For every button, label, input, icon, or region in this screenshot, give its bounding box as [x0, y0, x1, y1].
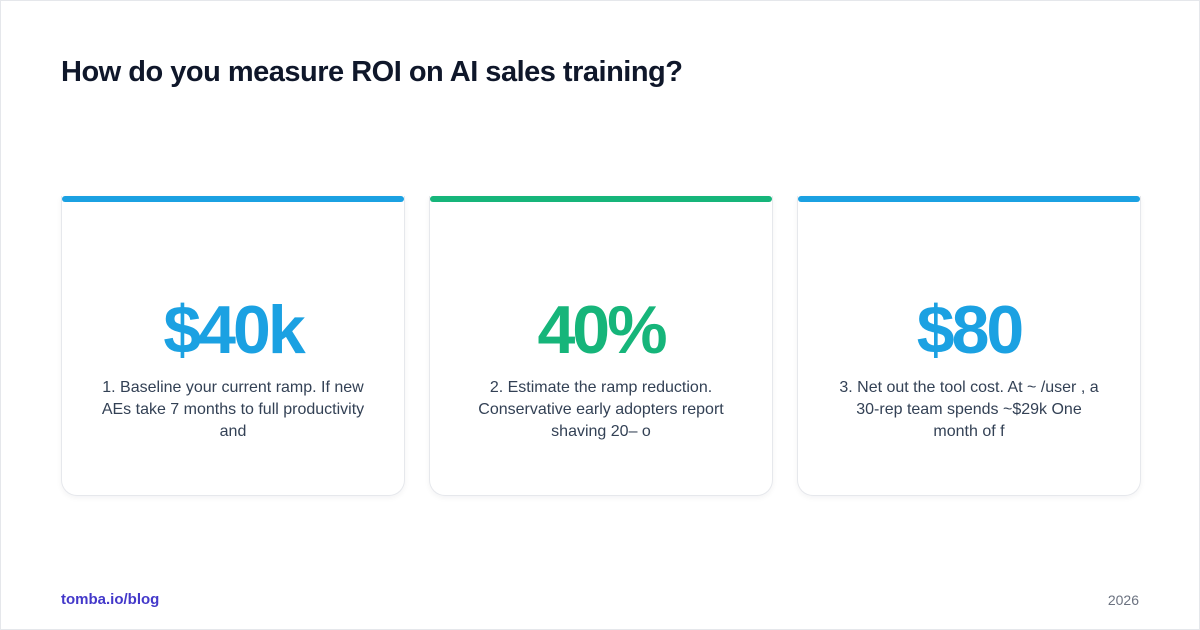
stat-description: 3. Net out the tool cost. At ~ /user , a… [839, 379, 1099, 440]
blog-link[interactable]: tomba.io/blog [61, 591, 160, 608]
stat-value: 40% [537, 292, 667, 368]
stat-card-baseline: $40k 1. Baseline your current ramp. If n… [61, 196, 405, 496]
stat-card-ramp-reduction: 40% 2. Estimate the ramp reduction. Cons… [429, 196, 773, 496]
stat-value: $80 [916, 292, 1024, 368]
stat-value: $40k [163, 292, 305, 368]
card-accent-bar [798, 196, 1140, 202]
card-accent-bar [62, 196, 404, 202]
stat-description: 1. Baseline your current ramp. If new AE… [101, 379, 365, 440]
card-accent-bar [430, 196, 772, 202]
stat-card-tool-cost: $80 3. Net out the tool cost. At ~ /user… [797, 196, 1141, 496]
stat-description: 2. Estimate the ramp reduction. Conserva… [478, 379, 724, 440]
footer-year: 2026 [1107, 592, 1139, 608]
page-title: How do you measure ROI on AI sales train… [61, 56, 683, 88]
stat-cards: $40k 1. Baseline your current ramp. If n… [61, 196, 1141, 496]
